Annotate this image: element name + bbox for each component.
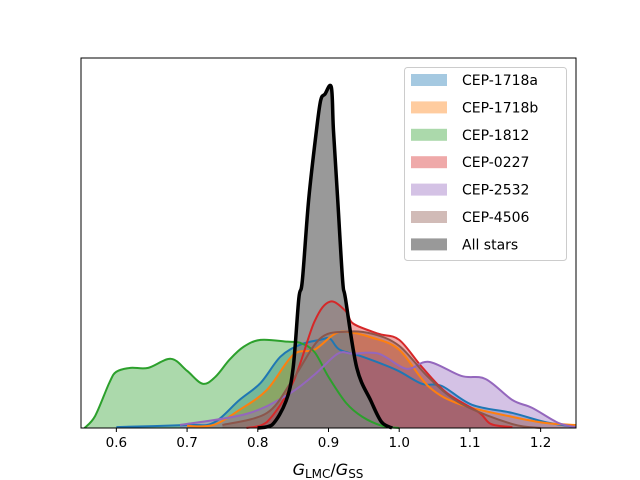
x-tick-label: 1.1 xyxy=(459,435,480,451)
x-tick-label: 0.8 xyxy=(247,435,268,451)
legend-label: CEP-1718b xyxy=(462,100,538,116)
legend-label: CEP-1718a xyxy=(462,73,538,89)
x-tick-label: 1.0 xyxy=(388,435,409,451)
legend-box xyxy=(404,67,567,261)
x-tick-label: 0.6 xyxy=(106,435,127,451)
legend-label: CEP-0227 xyxy=(462,155,529,171)
x-tick-label: 1.2 xyxy=(530,435,551,451)
legend-swatch xyxy=(411,238,447,251)
legend-swatch xyxy=(411,211,447,223)
series-line-cep-4506 xyxy=(222,330,541,429)
x-axis-label: GLMC/GSS xyxy=(293,460,364,480)
legend-swatch xyxy=(411,128,447,141)
legend-swatch xyxy=(411,74,447,86)
legend-label: CEP-4506 xyxy=(462,210,530,226)
x-tick-label: 0.9 xyxy=(318,435,339,451)
x-tick-label: 0.7 xyxy=(176,435,197,451)
legend-label: CEP-2532 xyxy=(462,183,529,199)
legend-label: All stars xyxy=(462,237,518,253)
series-line-all-stars xyxy=(257,83,394,430)
series-line-cep-1812 xyxy=(83,338,400,429)
series-line-cep-1718a xyxy=(116,337,577,429)
plot-area xyxy=(83,83,577,430)
legend-swatch xyxy=(411,101,447,114)
x-axis: 0.6 0.7 0.8 0.9 1.0 1.1 1.2 xyxy=(106,428,551,451)
legend-swatch xyxy=(411,183,447,196)
series-fill-all-stars xyxy=(257,85,393,429)
series-line-cep-2532 xyxy=(179,351,577,429)
legend: CEP-1718a CEP-1718b CEP-1812 CEP-0227 CEP-25… xyxy=(404,67,567,261)
legend-label: CEP-1812 xyxy=(462,128,529,144)
legend-swatch xyxy=(411,156,447,169)
